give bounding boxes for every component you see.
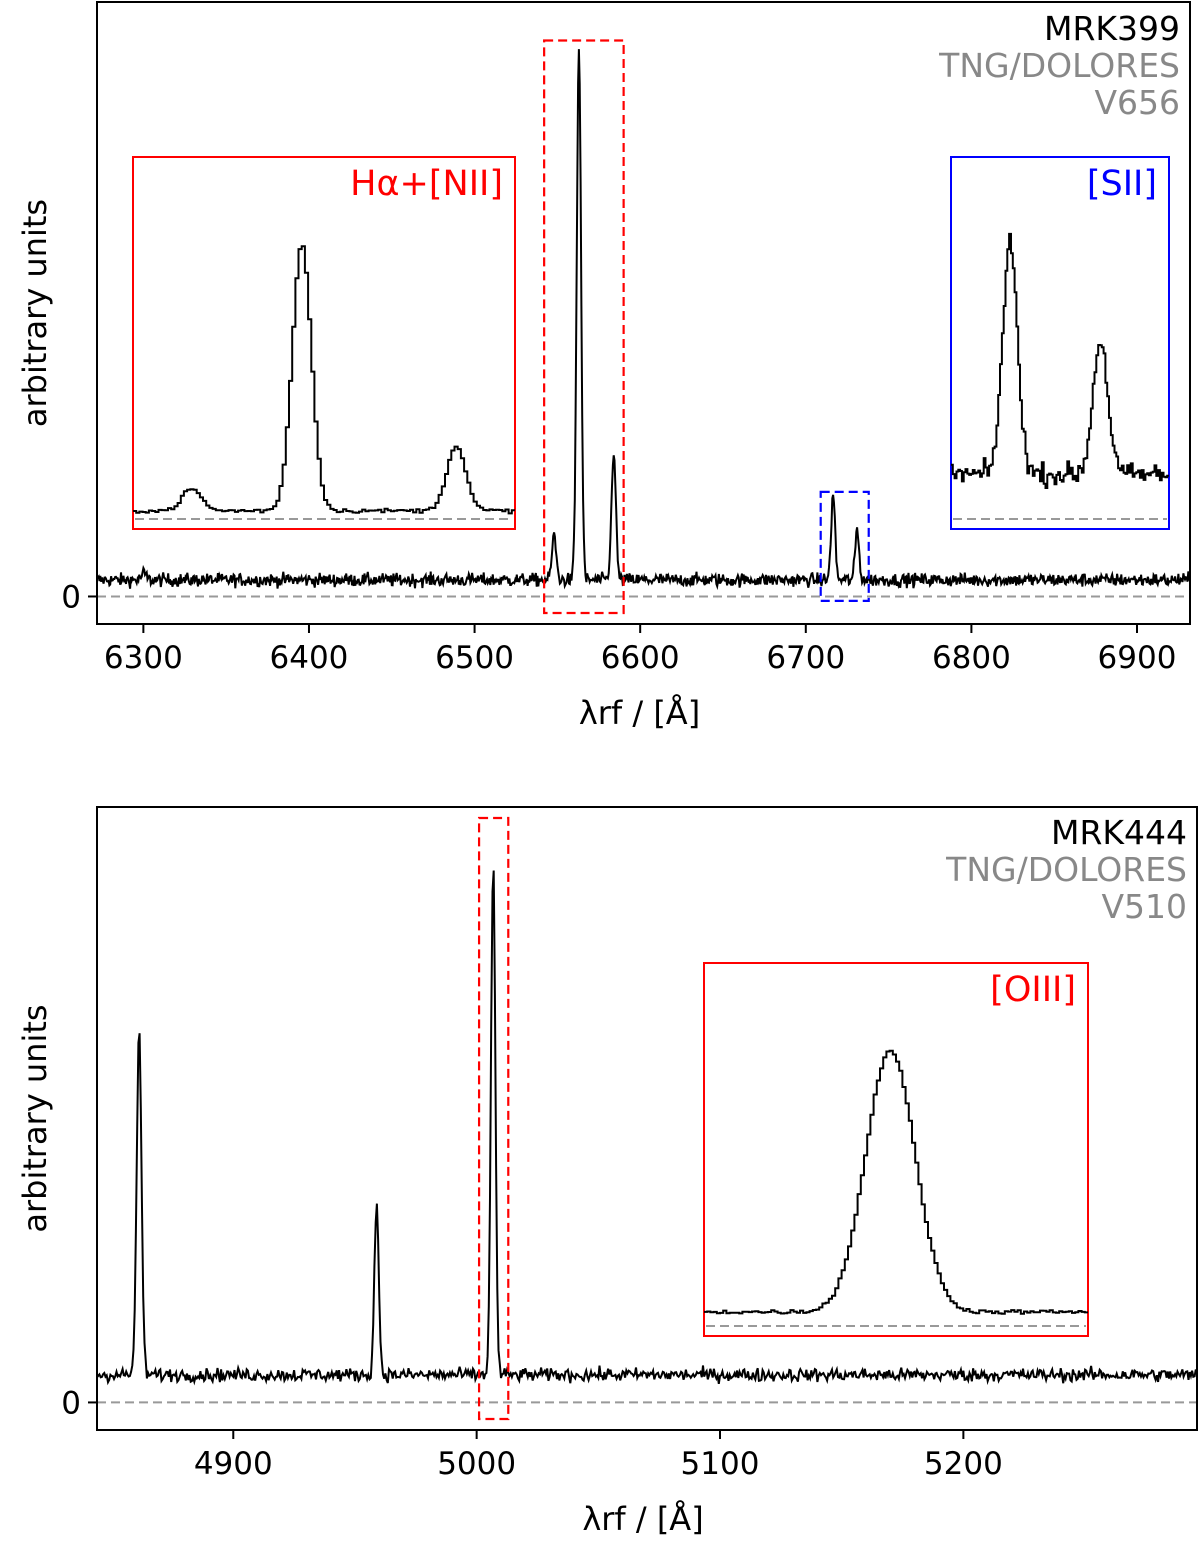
spectrum-line (96, 49, 1191, 591)
inset-frame (703, 962, 1089, 1337)
instrument-label: TNG/DOLORES (938, 46, 1180, 85)
instrument-label: TNG/DOLORES (945, 850, 1187, 889)
x-tick-label: 5100 (681, 1446, 760, 1482)
axes-frame (96, 806, 1198, 1431)
inset-label: [SII] (1087, 164, 1157, 204)
x-axis-label: λrf / [Å] (582, 1500, 703, 1538)
highlight-box-1 (477, 816, 510, 1421)
grism-label: V510 (1101, 887, 1187, 926)
panel-2: [OIII] 4900 5000 5100 5200 0 λrf / [Å] arbitrar… (16, 806, 1198, 1538)
panel-1: Hα+[NII] [SII] 6300 6400 6500 6600 6700 6800 690… (16, 1, 1191, 732)
x-tick-label: 6900 (1098, 640, 1177, 676)
inset-1: Hα+[NII] (132, 156, 516, 530)
x-tick-label: 4900 (194, 1446, 273, 1482)
x-tick-label: 6600 (601, 640, 680, 676)
grism-label: V656 (1094, 83, 1180, 122)
axes-frame (96, 1, 1191, 625)
x-tick-label: 6700 (766, 640, 845, 676)
x-tick-label: 5000 (437, 1446, 516, 1482)
inset-1: [OIII] (703, 962, 1089, 1337)
inset-spectrum (951, 232, 1169, 489)
inset-2: [SII] (950, 156, 1170, 530)
inset-label: [OIII] (990, 970, 1076, 1010)
x-tick-label: 6400 (270, 640, 349, 676)
spectrum-line (96, 870, 1198, 1386)
x-axis-label: λrf / [Å] (579, 694, 700, 732)
y-axis-label: arbitrary units (16, 199, 54, 427)
x-tick-label: 6300 (104, 640, 183, 676)
inset-spectrum (704, 1049, 1088, 1315)
y-tick-label: 0 (61, 1385, 81, 1421)
inset-spectrum (133, 245, 515, 515)
x-tick-label: 6800 (932, 640, 1011, 676)
x-tick-label: 6500 (435, 640, 514, 676)
inset-label: Hα+[NII] (350, 164, 503, 204)
y-tick-label: 0 (61, 579, 81, 615)
object-label: MRK444 (1051, 813, 1187, 852)
object-label: MRK399 (1044, 9, 1180, 48)
highlight-box-1 (543, 39, 625, 615)
x-tick-label: 5200 (924, 1446, 1003, 1482)
y-axis-label: arbitrary units (16, 1004, 54, 1232)
inset-frame (132, 156, 516, 530)
highlight-box-2 (819, 490, 870, 602)
